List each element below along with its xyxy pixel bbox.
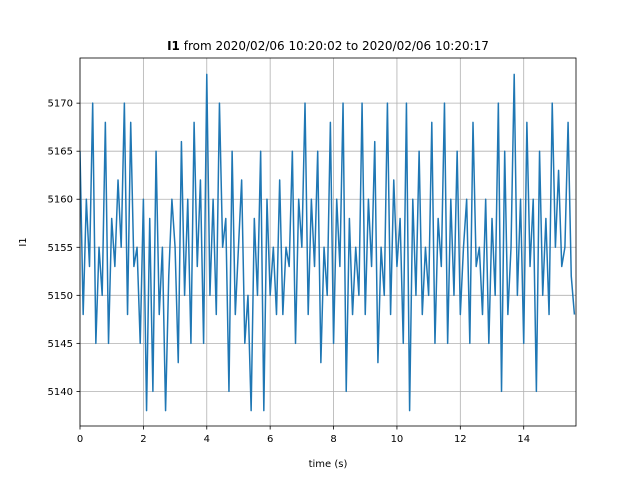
y-tick-label: 5140 bbox=[48, 387, 73, 398]
x-tick-label: 4 bbox=[204, 434, 210, 445]
y-tick-label: 5150 bbox=[48, 291, 73, 302]
chart-title: I1 from 2020/02/06 10:20:02 to 2020/02/0… bbox=[167, 39, 489, 53]
x-tick-label: 6 bbox=[267, 434, 273, 445]
data-line bbox=[80, 73, 576, 412]
y-tick-label: 5165 bbox=[48, 147, 73, 158]
y-tick-label: 5170 bbox=[48, 99, 73, 110]
y-tick-label: 5145 bbox=[48, 339, 73, 350]
y-axis-label: I1 bbox=[18, 237, 29, 246]
y-tick-label: 5160 bbox=[48, 195, 73, 206]
title-text: from 2020/02/06 10:20:02 to 2020/02/06 1… bbox=[184, 39, 489, 53]
x-tick-label: 2 bbox=[140, 434, 146, 445]
x-tick-label: 8 bbox=[330, 434, 336, 445]
x-tick-label: 10 bbox=[391, 434, 404, 445]
title-bold: I1 bbox=[167, 39, 180, 53]
plot-frame bbox=[79, 57, 577, 427]
y-tick-label: 5155 bbox=[48, 243, 73, 254]
x-tick-label: 0 bbox=[77, 434, 83, 445]
x-axis-label: time (s) bbox=[309, 459, 348, 470]
x-tick-label: 14 bbox=[517, 434, 530, 445]
x-tick-label: 12 bbox=[454, 434, 467, 445]
